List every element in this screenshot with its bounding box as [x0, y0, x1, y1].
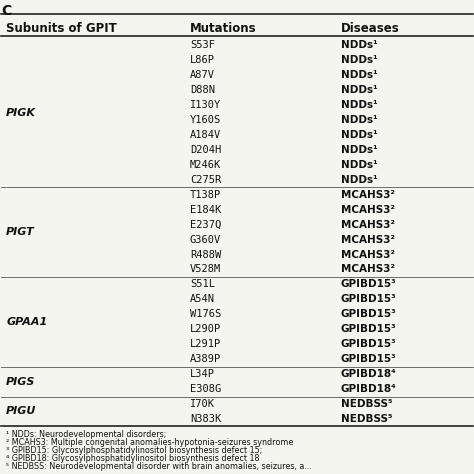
- Text: S51L: S51L: [190, 280, 215, 290]
- Text: A54N: A54N: [190, 294, 215, 304]
- Text: MCAHS3²: MCAHS3²: [341, 190, 395, 200]
- Text: A184V: A184V: [190, 130, 221, 140]
- Text: GPIBD15³: GPIBD15³: [341, 354, 396, 364]
- Text: A87V: A87V: [190, 70, 215, 80]
- Text: NEDBSS⁵: NEDBSS⁵: [341, 399, 392, 409]
- Text: C275R: C275R: [190, 175, 221, 185]
- Text: NDDs¹: NDDs¹: [341, 115, 377, 125]
- Text: GPIBD15³: GPIBD15³: [341, 310, 396, 319]
- Text: Mutations: Mutations: [190, 22, 256, 36]
- Text: C: C: [1, 4, 12, 18]
- Text: G360V: G360V: [190, 235, 221, 245]
- Text: GPIBD18⁴: GPIBD18⁴: [341, 369, 396, 379]
- Text: S53F: S53F: [190, 40, 215, 50]
- Text: MCAHS3²: MCAHS3²: [341, 235, 395, 245]
- Text: E237Q: E237Q: [190, 219, 221, 230]
- Text: L34P: L34P: [190, 369, 215, 379]
- Text: V528M: V528M: [190, 264, 221, 274]
- Text: I130Y: I130Y: [190, 100, 221, 110]
- Text: E184K: E184K: [190, 205, 221, 215]
- Text: NDDs¹: NDDs¹: [341, 145, 377, 155]
- Text: NDDs¹: NDDs¹: [341, 130, 377, 140]
- Text: R488W: R488W: [190, 249, 221, 260]
- Text: M246K: M246K: [190, 160, 221, 170]
- Text: N383K: N383K: [190, 414, 221, 424]
- Text: I70K: I70K: [190, 399, 215, 409]
- Text: Diseases: Diseases: [341, 22, 400, 36]
- Text: ⁴ GPIBD18: Glycosylphosphatidylinositol biosynthesis defect 18: ⁴ GPIBD18: Glycosylphosphatidylinositol …: [6, 454, 260, 463]
- Text: Y160S: Y160S: [190, 115, 221, 125]
- Text: NDDs¹: NDDs¹: [341, 85, 377, 95]
- Text: GPAA1: GPAA1: [6, 317, 47, 327]
- Text: NDDs¹: NDDs¹: [341, 55, 377, 65]
- Text: L290P: L290P: [190, 324, 221, 334]
- Text: E308G: E308G: [190, 384, 221, 394]
- Text: D88N: D88N: [190, 85, 215, 95]
- Text: NDDs¹: NDDs¹: [341, 160, 377, 170]
- Text: PIGT: PIGT: [6, 227, 35, 237]
- Text: Subunits of GPIT: Subunits of GPIT: [6, 22, 117, 36]
- Text: GPIBD15³: GPIBD15³: [341, 280, 396, 290]
- Text: NDDs¹: NDDs¹: [341, 100, 377, 110]
- Text: W176S: W176S: [190, 310, 221, 319]
- Text: L291P: L291P: [190, 339, 221, 349]
- Text: GPIBD15³: GPIBD15³: [341, 324, 396, 334]
- Text: GPIBD15³: GPIBD15³: [341, 294, 396, 304]
- Text: NDDs¹: NDDs¹: [341, 175, 377, 185]
- Text: T138P: T138P: [190, 190, 221, 200]
- Text: L86P: L86P: [190, 55, 215, 65]
- Text: NDDs¹: NDDs¹: [341, 70, 377, 80]
- Text: D204H: D204H: [190, 145, 221, 155]
- Text: ¹ NDDs: Neurodevelopmental disorders;: ¹ NDDs: Neurodevelopmental disorders;: [6, 430, 166, 439]
- Text: GPIBD18⁴: GPIBD18⁴: [341, 384, 396, 394]
- Text: MCAHS3²: MCAHS3²: [341, 219, 395, 230]
- Text: MCAHS3²: MCAHS3²: [341, 205, 395, 215]
- Text: PIGU: PIGU: [6, 406, 36, 417]
- Text: PIGK: PIGK: [6, 108, 36, 118]
- Text: PIGS: PIGS: [6, 376, 36, 387]
- Text: ² MCAHS3: Multiple congenital anomalies-hypotonia-seizures syndrome: ² MCAHS3: Multiple congenital anomalies-…: [6, 438, 293, 447]
- Text: MCAHS3²: MCAHS3²: [341, 249, 395, 260]
- Text: A389P: A389P: [190, 354, 221, 364]
- Text: GPIBD15³: GPIBD15³: [341, 339, 396, 349]
- Text: NDDs¹: NDDs¹: [341, 40, 377, 50]
- Text: ⁵ NEDBSS: Neurodevelopmental disorder with brain anomalies, seizures, a...: ⁵ NEDBSS: Neurodevelopmental disorder wi…: [6, 462, 312, 471]
- Text: NEDBSS⁵: NEDBSS⁵: [341, 414, 392, 424]
- Text: MCAHS3²: MCAHS3²: [341, 264, 395, 274]
- Text: ³ GPIBD15: Glycosylphosphatidylinositol biosynthesis defect 15;: ³ GPIBD15: Glycosylphosphatidylinositol …: [6, 446, 263, 455]
